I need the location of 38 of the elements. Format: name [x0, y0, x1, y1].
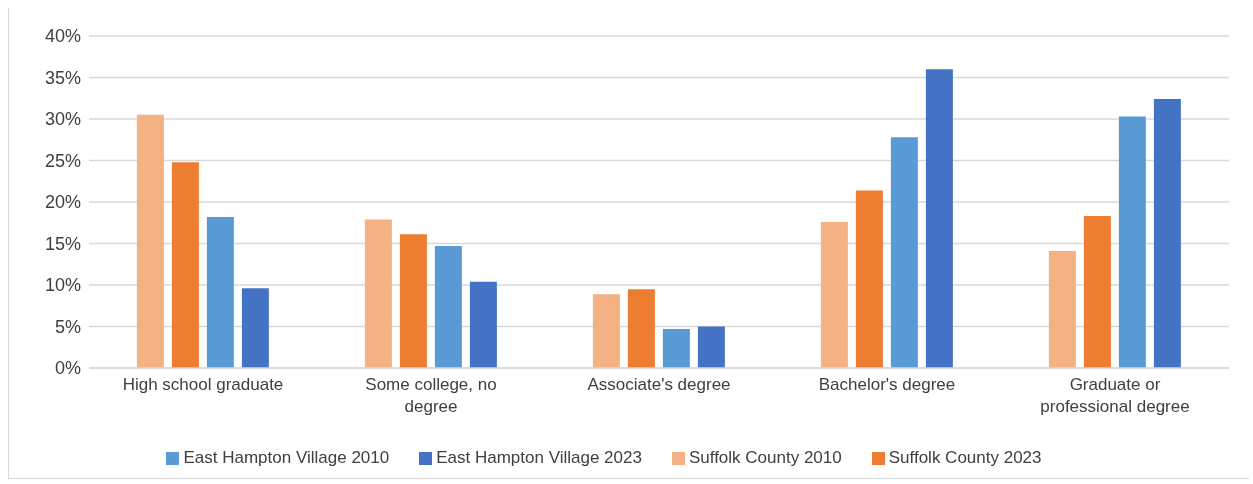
- x-tick-label: Some college, no degree: [365, 375, 497, 416]
- bar: [925, 69, 953, 368]
- bar: [241, 288, 269, 368]
- bar: [1118, 116, 1146, 368]
- bar: [364, 219, 392, 368]
- x-tick-label: Bachelor's degree: [818, 375, 956, 394]
- x-tick-label: Graduate or professional degree: [1040, 375, 1190, 416]
- y-tick-label: 35%: [44, 67, 81, 88]
- y-tick-label: 20%: [44, 192, 81, 213]
- bar: [820, 221, 848, 368]
- y-tick-label: 30%: [44, 109, 81, 130]
- bar: [1083, 216, 1111, 368]
- bar: [855, 190, 883, 368]
- y-tick-label: 5%: [54, 316, 81, 337]
- bar: [1048, 250, 1076, 368]
- y-tick-label: 10%: [44, 275, 81, 296]
- legend-label: Suffolk County 2010: [688, 448, 842, 467]
- legend-label: Suffolk County 2023: [888, 448, 1042, 467]
- x-tick-label: High school graduate: [122, 375, 284, 394]
- bar: [592, 294, 620, 368]
- bar: [206, 216, 234, 368]
- x-tick-label: Associate's degree: [587, 375, 731, 394]
- bar: [136, 114, 164, 368]
- legend-label: East Hampton Village 2023: [436, 448, 642, 467]
- legend-label: East Hampton Village 2010: [183, 448, 390, 467]
- y-tick-label: 0%: [54, 358, 81, 379]
- bar: [697, 326, 725, 368]
- bar: [627, 289, 655, 368]
- bar: [434, 245, 462, 368]
- y-tick-label: 15%: [44, 233, 81, 254]
- bar: [469, 281, 497, 368]
- bar: [1153, 99, 1181, 368]
- bar: [399, 234, 427, 368]
- bar: [890, 137, 918, 368]
- y-tick-label: 40%: [44, 26, 81, 47]
- bar: [171, 162, 199, 368]
- y-tick-label: 25%: [44, 150, 81, 171]
- bar: [662, 328, 690, 368]
